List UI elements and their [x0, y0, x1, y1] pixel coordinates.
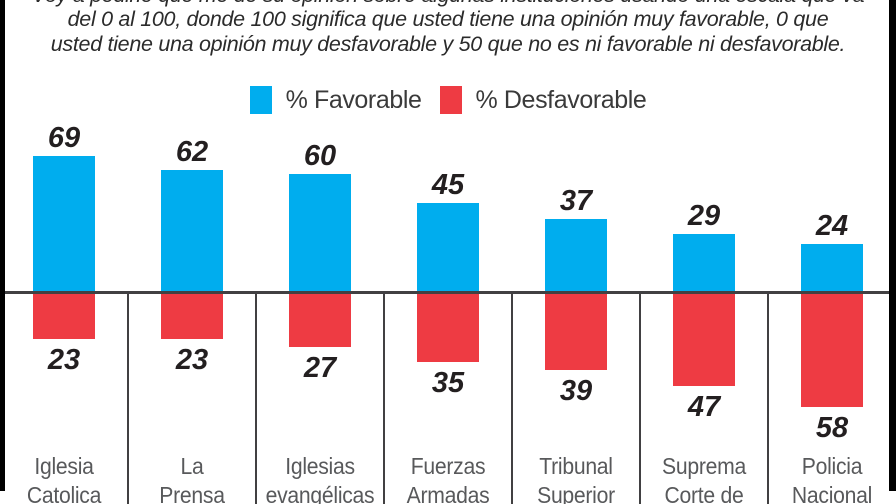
legend-item-favorable: % Favorable [249, 85, 422, 115]
intro-text-line1-cut: Voy a pedirle que me dé su opinión sobre… [0, 0, 896, 8]
favorable-value-label: 60 [303, 140, 337, 172]
category-label: La Prensa [133, 452, 251, 504]
favorable-bar [545, 219, 607, 291]
favorable-value-label: 45 [431, 169, 465, 201]
category-label: Tribunal Superior [517, 452, 635, 504]
category-label: Iglesia Catolica [5, 452, 123, 504]
favorable-bar [161, 170, 223, 291]
favorable-value-label: 62 [175, 136, 209, 168]
column-divider-line [383, 294, 385, 504]
desfavorable-value-label: 23 [175, 344, 209, 376]
desfavorable-bar [161, 294, 223, 339]
category-line1: Iglesias [285, 453, 355, 479]
desfavorable-value-label: 27 [303, 352, 337, 384]
category-line2: Corte de [664, 482, 744, 504]
favorable-legend-label: % Favorable [285, 85, 422, 114]
category-line1: Iglesia [34, 453, 94, 479]
favorable-value-label: 29 [687, 200, 721, 232]
category-line2: Catolica [26, 482, 102, 504]
category-line2: Armadas [406, 482, 490, 504]
column-divider-line [127, 294, 129, 504]
legend-item-desfavorable: % Desfavorable [439, 85, 647, 115]
category-label: Fuerzas Armadas [389, 452, 507, 504]
desfavorable-bar [801, 294, 863, 407]
favorable-swatch-icon [249, 86, 272, 114]
column-divider-line [511, 294, 513, 504]
right-crop-bar [889, 0, 896, 491]
favorable-bar [801, 244, 863, 291]
column-divider-line [255, 294, 257, 504]
left-crop-bar [0, 0, 5, 491]
category-label: Policia Nacional [773, 452, 891, 504]
favorable-bar [673, 234, 735, 291]
category-label: Iglesias evangélicas [261, 452, 379, 504]
zero-baseline-axis [5, 291, 889, 294]
favorable-value-label: 37 [559, 185, 593, 217]
desfavorable-value-label: 39 [559, 375, 593, 407]
desfavorable-bar [673, 294, 735, 386]
category-line1: Policia [801, 453, 863, 479]
desfavorable-legend-label: % Desfavorable [475, 85, 647, 114]
desfavorable-bar [289, 294, 351, 347]
desfavorable-value-label: 58 [815, 412, 849, 444]
category-line1: Suprema [662, 453, 746, 479]
category-line1: Fuerzas [410, 453, 486, 479]
column-divider-line [639, 294, 641, 504]
category-line2: Prensa [159, 482, 225, 504]
desfavorable-value-label: 35 [431, 367, 465, 399]
favorable-value-label: 24 [815, 210, 849, 242]
category-line2: evangélicas [265, 482, 375, 504]
favorable-bar [289, 174, 351, 291]
intro-text-line2: del 0 al 100, donde 100 significa que us… [67, 7, 829, 31]
intro-text-line3: usted tiene una opinión muy desfavorable… [50, 32, 846, 56]
category-label: Suprema Corte de [645, 452, 763, 504]
favorable-bar [33, 156, 95, 291]
desfavorable-value-label: 23 [47, 344, 81, 376]
desfavorable-bar [545, 294, 607, 370]
category-line1: Tribunal [539, 453, 613, 479]
column-divider-line [767, 294, 769, 504]
desfavorable-value-label: 47 [687, 391, 721, 423]
favorable-bar [417, 203, 479, 291]
favorable-value-label: 69 [47, 122, 81, 154]
desfavorable-bar [33, 294, 95, 339]
category-line2: Superior [537, 482, 615, 504]
desfavorable-bar [417, 294, 479, 362]
category-line2: Nacional [791, 482, 873, 504]
desfavorable-swatch-icon [439, 86, 462, 114]
category-line1: La [180, 453, 204, 479]
chart-legend: % Favorable % Desfavorable [0, 85, 896, 115]
